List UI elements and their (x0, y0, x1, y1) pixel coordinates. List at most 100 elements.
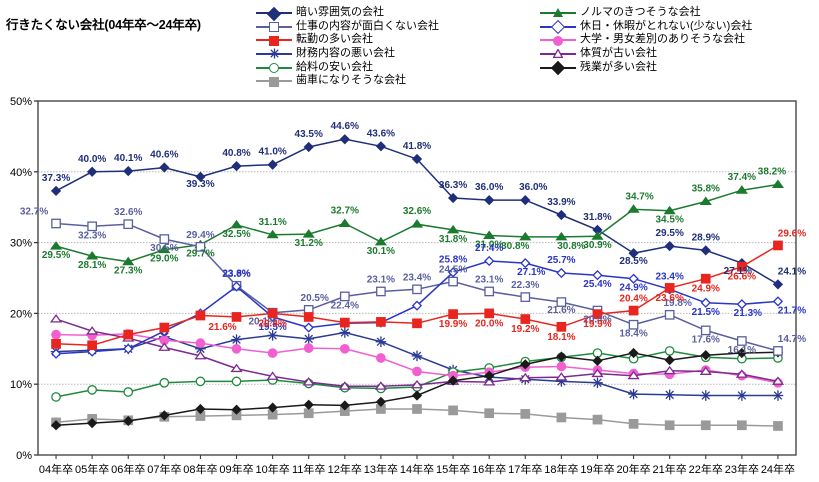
data-point-label: 34.5% (655, 215, 683, 226)
legend-marker-square-icon (269, 22, 279, 33)
data-point-label: 43.6% (367, 128, 395, 139)
data-marker-triangle (519, 372, 532, 382)
data-point-label: 21.5% (692, 307, 720, 318)
data-marker-square (51, 218, 61, 229)
data-point-label: 29.0% (150, 254, 178, 265)
data-marker-square (484, 408, 495, 419)
x-axis-tick-label: 04年卒 (39, 462, 73, 476)
legend-marker-triangle-icon (553, 8, 563, 18)
data-marker-triangle (266, 371, 279, 380)
data-marker-circle (556, 361, 567, 372)
data-point-label: 41.0% (258, 147, 286, 158)
data-point-label: 19.9% (439, 319, 467, 330)
data-point-label: 31.8% (439, 234, 467, 245)
data-marker-triangle (338, 218, 351, 227)
data-marker-square (87, 340, 97, 351)
data-marker-triangle (194, 350, 207, 360)
legend-item-right-3[interactable]: 体質が古い会社 (540, 47, 752, 61)
data-marker-square (520, 292, 531, 302)
data-point-label: 30.5% (150, 243, 178, 254)
x-axis-tick-label: 15年卒 (436, 462, 470, 476)
data-point-label: 38.2% (758, 167, 786, 178)
data-marker-asterisk (592, 377, 603, 389)
data-marker-diamond (87, 166, 98, 177)
x-axis-tick-label: 07年卒 (147, 462, 181, 476)
data-marker-square (159, 234, 170, 244)
data-marker-triangle (266, 229, 279, 239)
data-point-label: 37.3% (42, 173, 70, 184)
data-marker-diamond (159, 162, 170, 173)
legend-item-left-0[interactable]: 暗い雰囲気の会社 (256, 6, 439, 21)
legend-item-left-4[interactable]: 給料の安い会社 (256, 60, 439, 74)
legend-item-right-2[interactable]: 大学・男女差別のありそうな会社 (540, 33, 752, 47)
data-marker-square (628, 319, 639, 330)
legend-item-left-2[interactable]: 転勤の多い会社 (256, 33, 439, 47)
data-marker-square (700, 325, 711, 336)
x-axis-tick-label: 23年卒 (725, 462, 759, 476)
y-axis-tick-label: 50% (10, 96, 32, 108)
data-marker-diamond (484, 370, 495, 381)
legend-marker-asterisk-icon (269, 48, 280, 59)
data-point-label: 40.0% (78, 154, 106, 165)
data-point-label: 16.1% (728, 345, 756, 356)
data-marker-circle (231, 343, 242, 354)
data-marker-square (303, 408, 314, 419)
series-ノルマのきつそうな会社 (49, 179, 785, 266)
legend-item-right-0[interactable]: ノルマのきつそうな会社 (540, 6, 752, 20)
legend-swatch (256, 74, 292, 87)
data-point-label: 28.1% (78, 260, 106, 271)
legend-item-label: 転勤の多い会社 (296, 33, 373, 46)
data-marker-diamond (447, 192, 459, 204)
data-marker-square (520, 314, 531, 324)
legend-swatch (540, 6, 576, 19)
legend-marker-square-icon (269, 35, 279, 46)
data-marker-square (159, 322, 170, 333)
data-marker-triangle (699, 366, 712, 375)
data-point-label: 19.8% (663, 298, 691, 309)
data-marker-square (339, 291, 350, 302)
data-marker-square (592, 414, 603, 425)
data-marker-square (376, 286, 386, 297)
data-marker-diamond (87, 418, 98, 429)
data-marker-square (664, 309, 675, 320)
data-marker-diamond (664, 241, 675, 252)
data-point-label: 25.4% (583, 279, 611, 290)
data-point-label: 14.7% (778, 334, 806, 345)
data-marker-circle (376, 353, 386, 363)
data-point-label: 26.6% (728, 272, 756, 283)
data-point-label: 27.1% (517, 267, 545, 278)
x-axis-tick-label: 12年卒 (328, 462, 362, 476)
data-point-label: 20.1% (248, 317, 276, 328)
data-marker-triangle (483, 230, 496, 240)
series-転勤の多い会社 (51, 240, 783, 351)
data-point-label: 23.1% (475, 274, 503, 285)
data-point-label: 20.4% (619, 294, 647, 305)
data-marker-triangle (519, 231, 532, 241)
data-marker-diamond (339, 400, 350, 411)
data-marker-diamond (520, 258, 531, 269)
data-marker-square (412, 318, 422, 329)
x-axis-tick-label: 08年卒 (183, 462, 217, 476)
data-point-label: 19.2% (511, 324, 539, 335)
y-axis-tick-label: 20% (10, 308, 32, 320)
data-marker-diamond (411, 300, 423, 311)
legend-item-right-1[interactable]: 休日・休暇がとれない(少ない)会社 (540, 20, 752, 35)
data-point-label: 43.5% (295, 129, 323, 140)
x-axis-tick-label: 14年卒 (400, 462, 434, 476)
legend-item-left-3[interactable]: 財務内容の悪い会社 (256, 47, 439, 61)
data-marker-triangle (158, 244, 171, 254)
legend-item-label: 給料の安い会社 (296, 60, 373, 73)
data-point-label: 24.5% (439, 265, 467, 276)
data-marker-asterisk (303, 333, 315, 345)
legend-item-left-1[interactable]: 仕事の内容が面白くない会社 (256, 20, 439, 34)
data-point-label: 35.8% (692, 184, 720, 195)
legend-item-right-4[interactable]: 残業が多い会社 (540, 60, 752, 76)
data-point-label: 31.8% (583, 212, 611, 223)
data-point-label: 24.1% (778, 266, 806, 277)
data-marker-diamond (556, 209, 567, 221)
data-marker-square (195, 241, 206, 252)
data-marker-square (231, 312, 242, 322)
legend-item-left-5[interactable]: 歯車になりそうな会社 (256, 74, 439, 88)
data-point-label: 30.9% (583, 240, 611, 251)
data-point-label: 29.5% (655, 228, 683, 239)
